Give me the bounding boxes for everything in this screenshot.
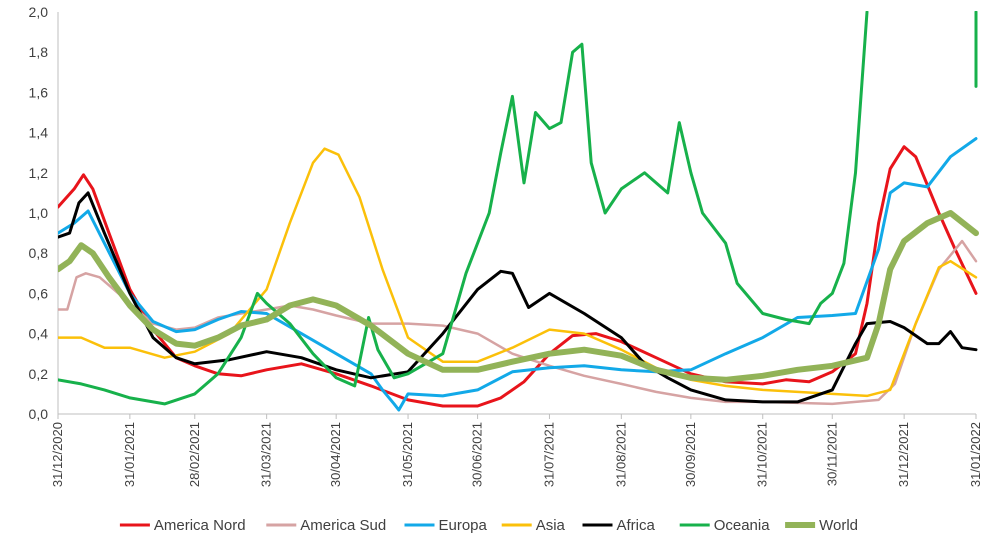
legend-label-africa: Africa — [617, 517, 656, 534]
y-tick-label: 1,4 — [29, 125, 49, 141]
y-tick-label: 0,0 — [29, 406, 49, 422]
y-axis-ticks: 0,0 0,2 0,4 0,6 0,8 1,0 1,2 1,4 1,6 1,8 2,0 — [29, 4, 49, 422]
axes — [57, 12, 976, 415]
series-line-oceania — [58, 11, 869, 406]
legend-label-asia: Asia — [536, 517, 566, 534]
x-tick-label: 28/02/2021 — [187, 422, 202, 487]
series-line-asia — [58, 147, 978, 398]
x-tick-label: 31/08/2021 — [613, 422, 628, 487]
legend-label-world: World — [819, 517, 858, 534]
y-tick-label: 1,6 — [29, 84, 49, 100]
x-tick-label: 30/06/2021 — [470, 422, 485, 487]
x-tick-label: 31/01/2022 — [968, 422, 982, 487]
y-tick-label: 0,6 — [29, 285, 49, 301]
legend-label-europa: Europa — [439, 517, 488, 534]
x-tick-label: 30/09/2021 — [683, 422, 698, 487]
y-tick-label: 1,8 — [29, 44, 49, 60]
series-line-africa — [58, 191, 978, 404]
series-layer — [58, 11, 979, 412]
y-tick-label: 0,2 — [29, 366, 49, 382]
x-tick-label: 31/05/2021 — [400, 422, 415, 487]
x-tick-label: 31/03/2021 — [259, 422, 274, 487]
y-tick-label: 2,0 — [29, 4, 49, 20]
legend-label-america-nord: America Nord — [154, 517, 246, 534]
series-line-world — [58, 210, 979, 383]
x-axis-ticks: 31/12/2020 31/01/2021 28/02/2021 31/03/2021… — [50, 414, 982, 487]
x-tick-label: 30/04/2021 — [328, 422, 343, 487]
y-tick-label: 0,8 — [29, 245, 49, 261]
x-tick-label: 31/12/2020 — [50, 422, 65, 487]
legend-label-oceania: Oceania — [714, 517, 771, 534]
x-tick-label: 30/11/2021 — [824, 422, 839, 486]
x-tick-label: 31/10/2021 — [755, 422, 770, 487]
y-tick-label: 1,2 — [29, 165, 49, 181]
y-tick-label: 0,4 — [29, 326, 49, 342]
x-tick-label: 31/01/2021 — [122, 422, 137, 487]
y-tick-label: 1,0 — [29, 205, 49, 221]
legend-label-america-sud: America Sud — [300, 517, 386, 534]
x-tick-label: 31/12/2021 — [896, 422, 911, 487]
series-line-europa — [58, 137, 978, 412]
x-tick-label: 31/07/2021 — [541, 422, 556, 487]
legend: America Nord America Sud Europa Asia Africa O… — [119, 517, 858, 534]
